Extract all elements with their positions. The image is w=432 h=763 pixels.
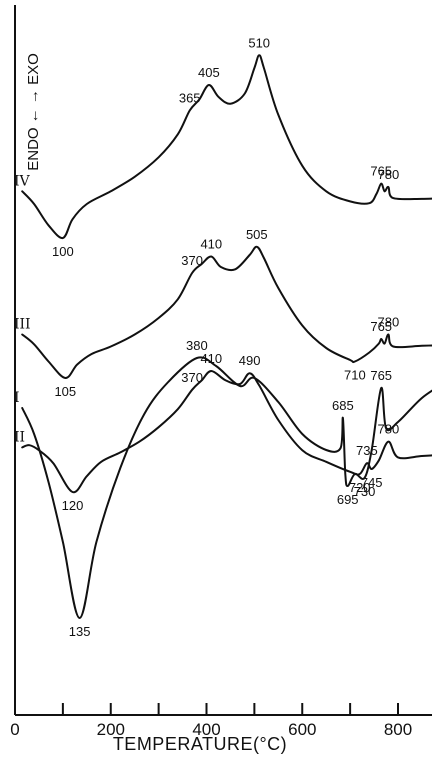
x-axis-title: TEMPERATURE(°C) xyxy=(113,734,287,754)
peak-label-II-370: 370 xyxy=(181,370,203,385)
x-tick-label-800: 800 xyxy=(384,720,412,739)
x-tick-label-200: 200 xyxy=(97,720,125,739)
peak-label-III-105: 105 xyxy=(54,384,76,399)
peak-label-II-745: 745 xyxy=(361,475,383,490)
peak-label-III-505: 505 xyxy=(246,227,268,242)
x-tick-label-400: 400 xyxy=(192,720,220,739)
peak-label-IV-510: 510 xyxy=(248,35,270,50)
curve-label-II: II xyxy=(14,429,25,445)
peak-label-IV-100: 100 xyxy=(52,244,74,259)
x-tick-label-0: 0 xyxy=(10,720,19,739)
curve-label-I: I xyxy=(14,390,20,406)
peak-label-III-370: 370 xyxy=(181,253,203,268)
peak-label-III-780: 780 xyxy=(378,315,400,330)
peak-label-IV-365: 365 xyxy=(179,91,201,106)
peak-label-I-135: 135 xyxy=(69,624,91,639)
peak-label-III-710: 710 xyxy=(344,368,366,383)
peak-label-II-720: 720 xyxy=(349,480,371,495)
dta-traces xyxy=(21,54,432,619)
peak-label-I-685: 685 xyxy=(332,398,354,413)
peak-label-III-410: 410 xyxy=(200,237,222,252)
peak-label-II-120: 120 xyxy=(62,498,84,513)
peak-label-IV-405: 405 xyxy=(198,65,220,80)
peak-label-II-735: 735 xyxy=(356,443,378,458)
peak-labels: 1003654055107657801053704105057107657801… xyxy=(52,35,399,639)
dta-curve-III xyxy=(21,245,432,379)
dta-curve-IV xyxy=(21,54,432,240)
peak-label-I-765: 765 xyxy=(370,368,392,383)
x-tick-label-600: 600 xyxy=(288,720,316,739)
peak-label-I-695: 695 xyxy=(337,492,359,507)
peak-label-II-410: 410 xyxy=(200,351,222,366)
peak-label-II-780: 780 xyxy=(378,422,400,437)
curve-label-IV: IV xyxy=(14,173,31,189)
peak-label-I-380: 380 xyxy=(186,338,208,353)
dta-curve-I xyxy=(21,356,432,619)
peak-label-IV-765: 765 xyxy=(370,164,392,179)
endo-exo-label: ENDO ← → EXO xyxy=(25,53,42,171)
peak-label-I-730: 730 xyxy=(354,484,376,499)
peak-label-III-765: 765 xyxy=(370,319,392,334)
peak-label-II-490: 490 xyxy=(239,353,261,368)
x-axis: 0 200 400 600 800 xyxy=(10,5,432,739)
peak-label-IV-780: 780 xyxy=(378,167,400,182)
curve-label-III: III xyxy=(14,317,31,333)
dta-curve-II xyxy=(21,370,432,494)
